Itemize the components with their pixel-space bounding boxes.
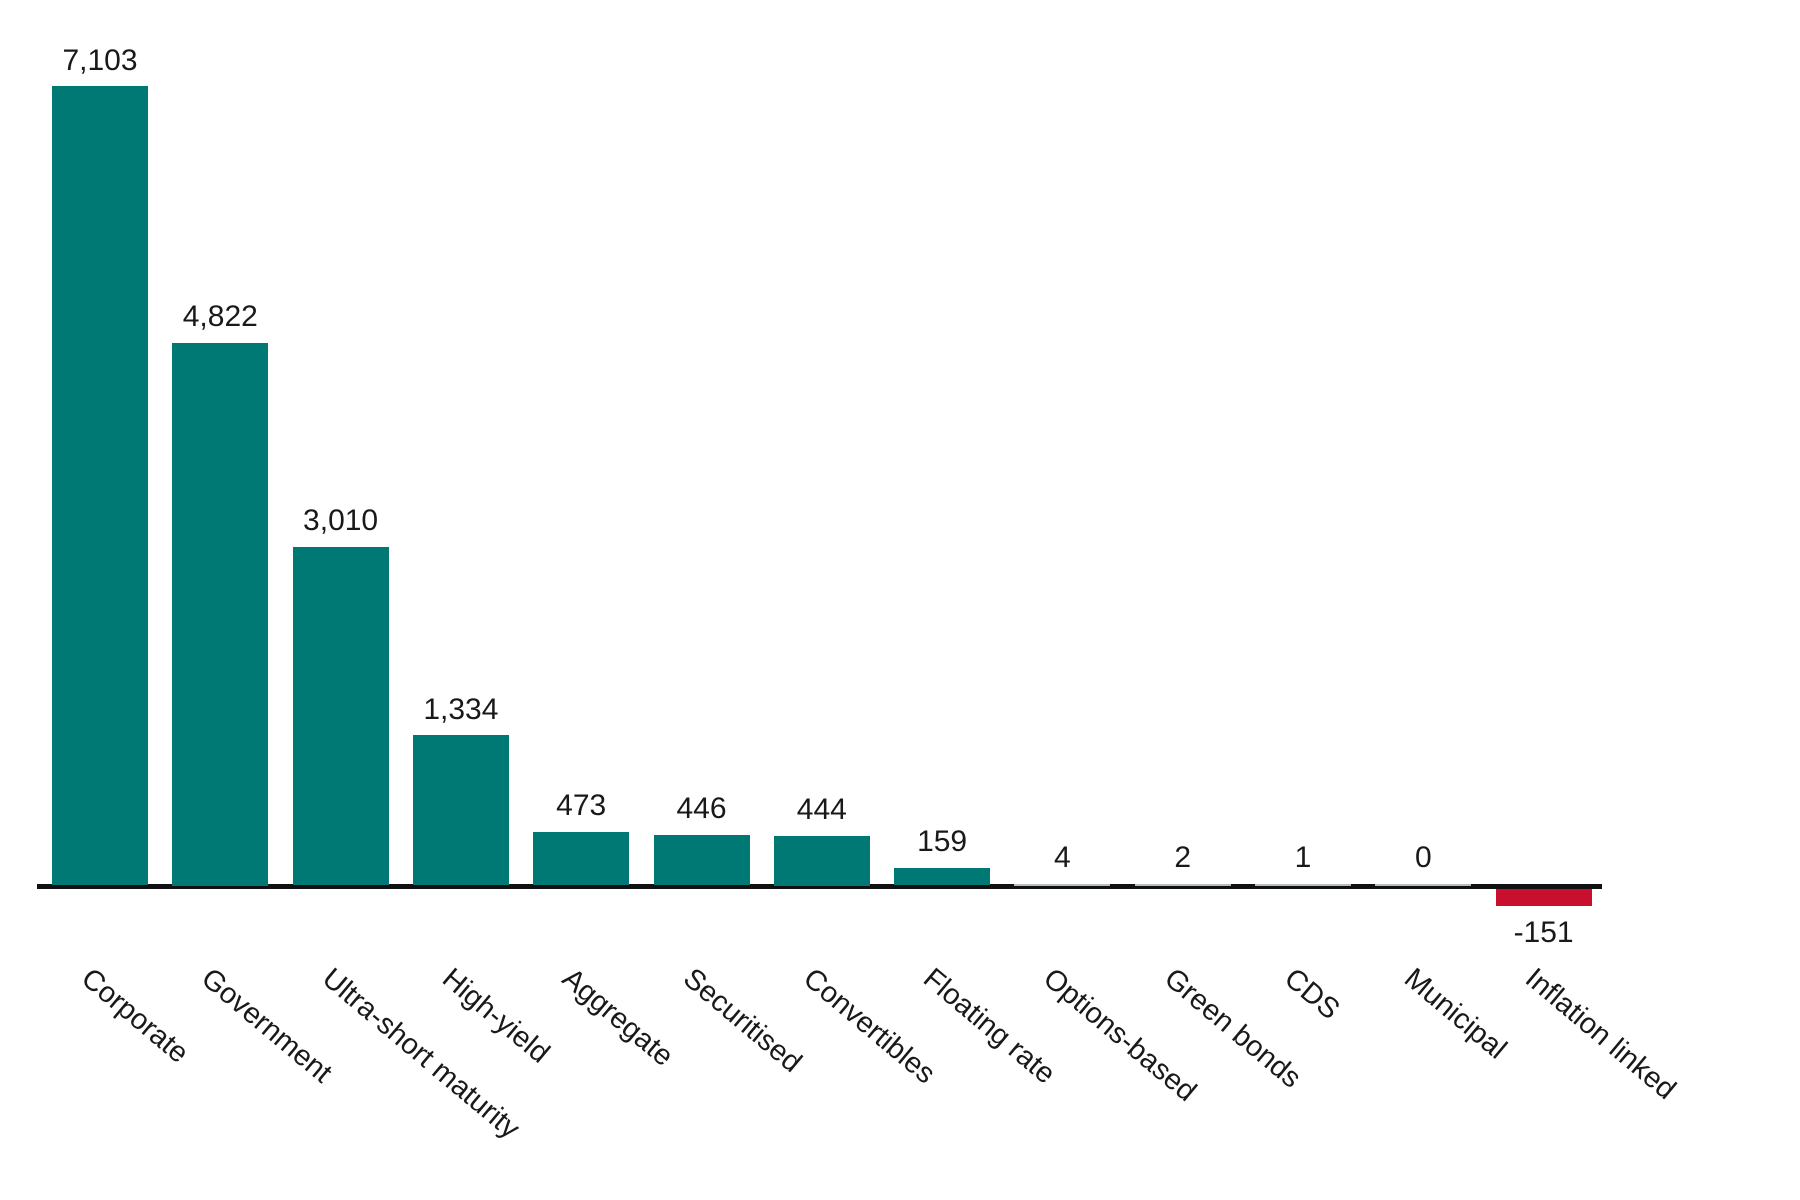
value-label-convertibles: 444 — [796, 792, 847, 826]
value-label-aggregate: 473 — [556, 789, 607, 823]
value-label-government: 4,822 — [182, 300, 258, 334]
category-label-municipal: Municipal — [1398, 962, 1513, 1066]
value-label-green-bonds: 2 — [1174, 840, 1192, 874]
category-label-securitised: Securitised — [676, 962, 808, 1079]
category-label-government: Government — [195, 962, 339, 1090]
bar-green-bonds — [1134, 884, 1231, 887]
bar-high-yield — [412, 735, 509, 886]
bar-inflation-linked — [1495, 889, 1592, 906]
bar-securitised — [653, 835, 750, 886]
value-label-ultra-short-maturity: 3,010 — [303, 504, 379, 538]
value-label-securitised: 446 — [676, 792, 727, 826]
value-label-cds: 1 — [1294, 840, 1312, 874]
value-label-options-based: 4 — [1054, 840, 1071, 874]
bar-corporate — [52, 86, 148, 886]
value-label-corporate: 7,103 — [62, 43, 138, 77]
x-axis-line — [37, 884, 1602, 889]
category-label-inflation-linked: Inflation linked — [1518, 962, 1682, 1106]
bar-floating-rate — [894, 867, 991, 886]
category-label-high-yield: High-yield — [435, 962, 556, 1070]
category-label-ultra-short-maturity: Ultra-short maturity — [315, 962, 526, 1146]
bar-aggregate — [533, 832, 630, 886]
category-label-convertibles: Convertibles — [796, 962, 941, 1091]
category-label-aggregate: Aggregate — [556, 962, 680, 1073]
category-label-cds: CDS — [1278, 962, 1346, 1027]
bar-convertibles — [773, 835, 870, 886]
value-label-inflation-linked: -151 — [1513, 916, 1574, 949]
category-label-floating-rate: Floating rate — [917, 962, 1062, 1091]
category-label-corporate: Corporate — [75, 962, 195, 1070]
bar-municipal — [1375, 884, 1472, 887]
bar-government — [172, 343, 269, 886]
value-label-municipal: 0 — [1414, 840, 1432, 874]
value-label-floating-rate: 159 — [917, 824, 968, 858]
bar-options-based — [1014, 884, 1111, 887]
bar-cds — [1255, 884, 1351, 887]
bar-ultra-short-maturity — [292, 546, 389, 886]
value-label-high-yield: 1,334 — [423, 692, 499, 726]
